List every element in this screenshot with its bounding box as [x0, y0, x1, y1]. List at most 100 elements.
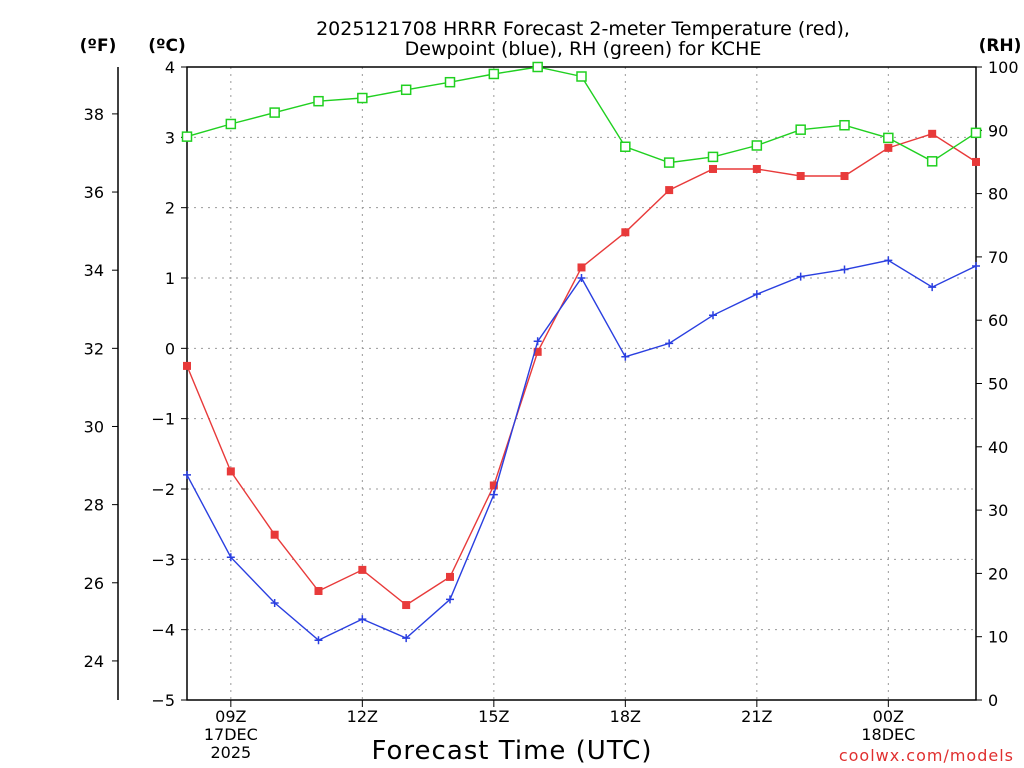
- temperature-point: [928, 129, 937, 138]
- dewpoint-point: [665, 339, 674, 348]
- fahrenheit-tick-label: 28: [84, 496, 104, 515]
- dewpoint-point: [709, 311, 717, 320]
- fahrenheit-tick-label: 34: [84, 261, 104, 280]
- rh-point: [269, 107, 280, 118]
- celsius-tick-label: −4: [151, 621, 175, 640]
- rh-point: [357, 92, 368, 104]
- temperature-point: [314, 586, 323, 595]
- dewpoint-point: [796, 272, 805, 281]
- x-tick-label: 18DEC: [861, 725, 915, 744]
- rh-tick-label: 0: [988, 691, 998, 710]
- celsius-tick-label: 3: [165, 128, 175, 147]
- temperature-point: [358, 565, 367, 574]
- fahrenheit-tick-label: 30: [84, 417, 104, 436]
- temperature-point: [446, 572, 454, 581]
- dewpoint-point: [489, 490, 498, 499]
- rh-unit-label: (RH): [979, 36, 1022, 56]
- x-tick-label: 09Z: [215, 707, 246, 726]
- dewpoint-point: [928, 283, 937, 292]
- x-tick-label: 21Z: [741, 707, 772, 726]
- temperature-point: [226, 467, 235, 476]
- rh-point: [181, 131, 193, 142]
- fahrenheit-tick-label: 26: [84, 574, 104, 593]
- rh-point: [970, 127, 982, 139]
- rh-point: [576, 71, 587, 82]
- dewpoint-point: [314, 636, 323, 645]
- celsius-tick-label: 0: [165, 339, 175, 358]
- temperature-point: [884, 143, 893, 152]
- dewpoint-point: [884, 256, 893, 265]
- rh-point: [620, 141, 631, 153]
- series-rh: [181, 61, 982, 168]
- rh-tick-label: 20: [988, 564, 1008, 583]
- celsius-tick-label: −1: [151, 410, 175, 429]
- x-tick-label: 15Z: [478, 707, 509, 726]
- temperature-point: [796, 172, 805, 181]
- celsius-tick-label: 2: [165, 199, 175, 218]
- dewpoint-point: [402, 634, 411, 643]
- rh-point: [532, 61, 543, 73]
- temperature-point: [665, 186, 674, 195]
- series-layer: [181, 61, 982, 645]
- grid-layer: [187, 67, 976, 700]
- x-tick-label: 18Z: [610, 707, 641, 726]
- rh-tick-label: 60: [988, 311, 1008, 330]
- fahrenheit-tick-label: 38: [84, 105, 104, 124]
- celsius-unit-label: (ºC): [148, 36, 186, 56]
- rh-tick-label: 80: [988, 185, 1008, 204]
- rh-point: [400, 84, 412, 96]
- rh-point: [795, 124, 806, 135]
- rh-point: [444, 76, 456, 88]
- dewpoint-point: [972, 262, 980, 271]
- dewpoint-point: [270, 598, 279, 607]
- temperature-point: [752, 164, 761, 173]
- series-dewpoint: [183, 256, 980, 645]
- chart-title-line-2: Dewpoint (blue), RH (green) for KCHE: [405, 38, 762, 60]
- rh-tick-label: 90: [988, 121, 1008, 140]
- rh-point: [488, 68, 500, 80]
- temperature-point: [972, 157, 980, 166]
- rh-point: [751, 140, 763, 151]
- celsius-tick-label: −2: [151, 480, 175, 499]
- fahrenheit-tick-label: 24: [84, 652, 104, 671]
- source-credit: coolwx.com/models: [839, 746, 1014, 765]
- dewpoint-point: [577, 274, 586, 282]
- temperature-point: [489, 481, 498, 490]
- rh-tick-label: 50: [988, 375, 1008, 394]
- fahrenheit-unit-label: (ºF): [80, 36, 117, 56]
- dewpoint-point: [358, 615, 367, 624]
- dewpoint-point: [446, 595, 454, 604]
- temperature-point: [840, 172, 849, 181]
- temperature-point: [577, 263, 586, 272]
- dewpoint-point: [226, 553, 235, 562]
- x-axis-title: Forecast Time (UTC): [371, 736, 652, 766]
- rh-point: [839, 119, 850, 131]
- x-tick-label: 12Z: [347, 707, 378, 726]
- dewpoint-point: [533, 337, 542, 346]
- temperature-point: [270, 530, 279, 539]
- rh-tick-label: 100: [988, 58, 1019, 77]
- plot-frame: [186, 66, 977, 701]
- rh-point: [883, 132, 894, 144]
- temperature-point: [621, 228, 630, 237]
- celsius-tick-label: 1: [165, 269, 175, 288]
- x-tick-label: 00Z: [873, 707, 904, 726]
- rh-point: [926, 156, 938, 167]
- x-tick-label: 2025: [210, 743, 251, 762]
- series-temperature: [183, 129, 980, 610]
- celsius-tick-label: −5: [151, 691, 175, 710]
- temperature-point: [533, 347, 542, 356]
- rh-tick-label: 40: [988, 438, 1008, 457]
- rh-tick-label: 10: [988, 628, 1008, 647]
- axes-layer: 43210−1−2−3−4−53836343230282624100908070…: [84, 58, 1019, 762]
- rh-point: [663, 157, 675, 168]
- dewpoint-point: [752, 290, 761, 299]
- temperature-point: [183, 361, 191, 370]
- celsius-tick-label: −3: [151, 550, 175, 569]
- temperature-line: [186, 133, 977, 606]
- dewpoint-line: [186, 259, 977, 642]
- rh-tick-label: 70: [988, 248, 1008, 267]
- chart-title-line-1: 2025121708 HRRR Forecast 2-meter Tempera…: [316, 18, 850, 40]
- temperature-point: [709, 164, 717, 173]
